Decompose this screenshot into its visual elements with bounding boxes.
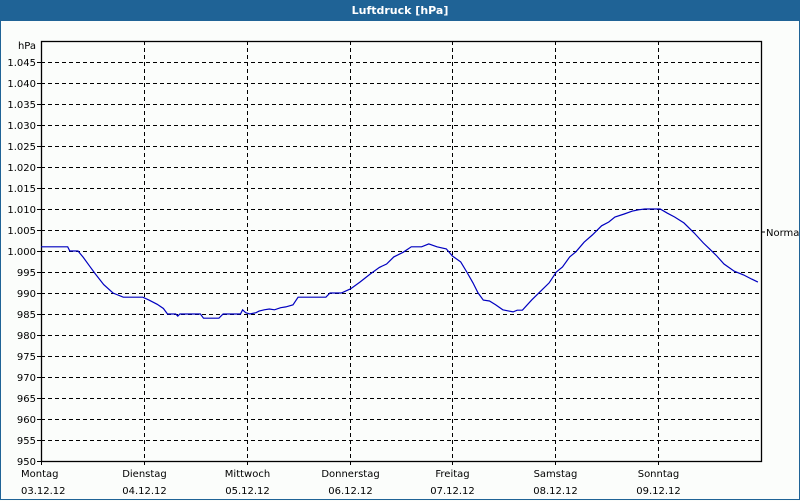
x-date-label: 08.12.12	[533, 486, 578, 497]
x-date-label: 04.12.12	[122, 486, 167, 497]
y-tick-label: 1.010	[7, 205, 36, 216]
x-day-label: Freitag	[435, 469, 469, 480]
x-day-label: Donnerstag	[321, 469, 379, 480]
y-tick-label: 1.040	[7, 79, 36, 90]
x-day-label: Samstag	[534, 469, 578, 480]
y-tick-label: 1.015	[7, 184, 36, 195]
plot-frame	[40, 40, 763, 463]
y-tick-label: 1.045	[7, 58, 36, 69]
normal-reference-label: Normal	[766, 228, 800, 239]
x-date-label: 06.12.12	[328, 486, 373, 497]
y-tick-label: 1.000	[7, 247, 36, 258]
y-tick-label: 1.020	[7, 163, 36, 174]
chart-title: Luftdruck [hPa]	[1, 1, 799, 21]
y-tick-label: 970	[17, 373, 36, 384]
y-tick-label: 950	[17, 457, 36, 468]
x-date-label: 07.12.12	[430, 486, 475, 497]
pressure-series-line	[41, 208, 759, 319]
y-tick-label: 965	[17, 394, 36, 405]
x-date-label: 03.12.12	[21, 486, 66, 497]
y-tick-label: 960	[17, 415, 36, 426]
x-date-label: 09.12.12	[636, 486, 681, 497]
y-tick-label: 995	[17, 268, 36, 279]
x-day-label: Montag	[21, 469, 58, 480]
y-tick-label: 1.030	[7, 121, 36, 132]
y-tick-label: 1.025	[7, 142, 36, 153]
y-tick-label: 985	[17, 310, 36, 321]
y-tick-label: 1.005	[7, 226, 36, 237]
y-tick-label: 975	[17, 352, 36, 363]
y-tick-label: 980	[17, 331, 36, 342]
x-day-label: Dienstag	[122, 469, 167, 480]
y-tick-label: 1.035	[7, 100, 36, 111]
x-day-label: Sonntag	[638, 469, 680, 480]
y-axis-unit-label: hPa	[18, 41, 36, 52]
x-date-label: 05.12.12	[225, 486, 270, 497]
y-tick-label: 990	[17, 289, 36, 300]
y-tick-label: 955	[17, 436, 36, 447]
x-day-label: Mittwoch	[225, 469, 270, 480]
